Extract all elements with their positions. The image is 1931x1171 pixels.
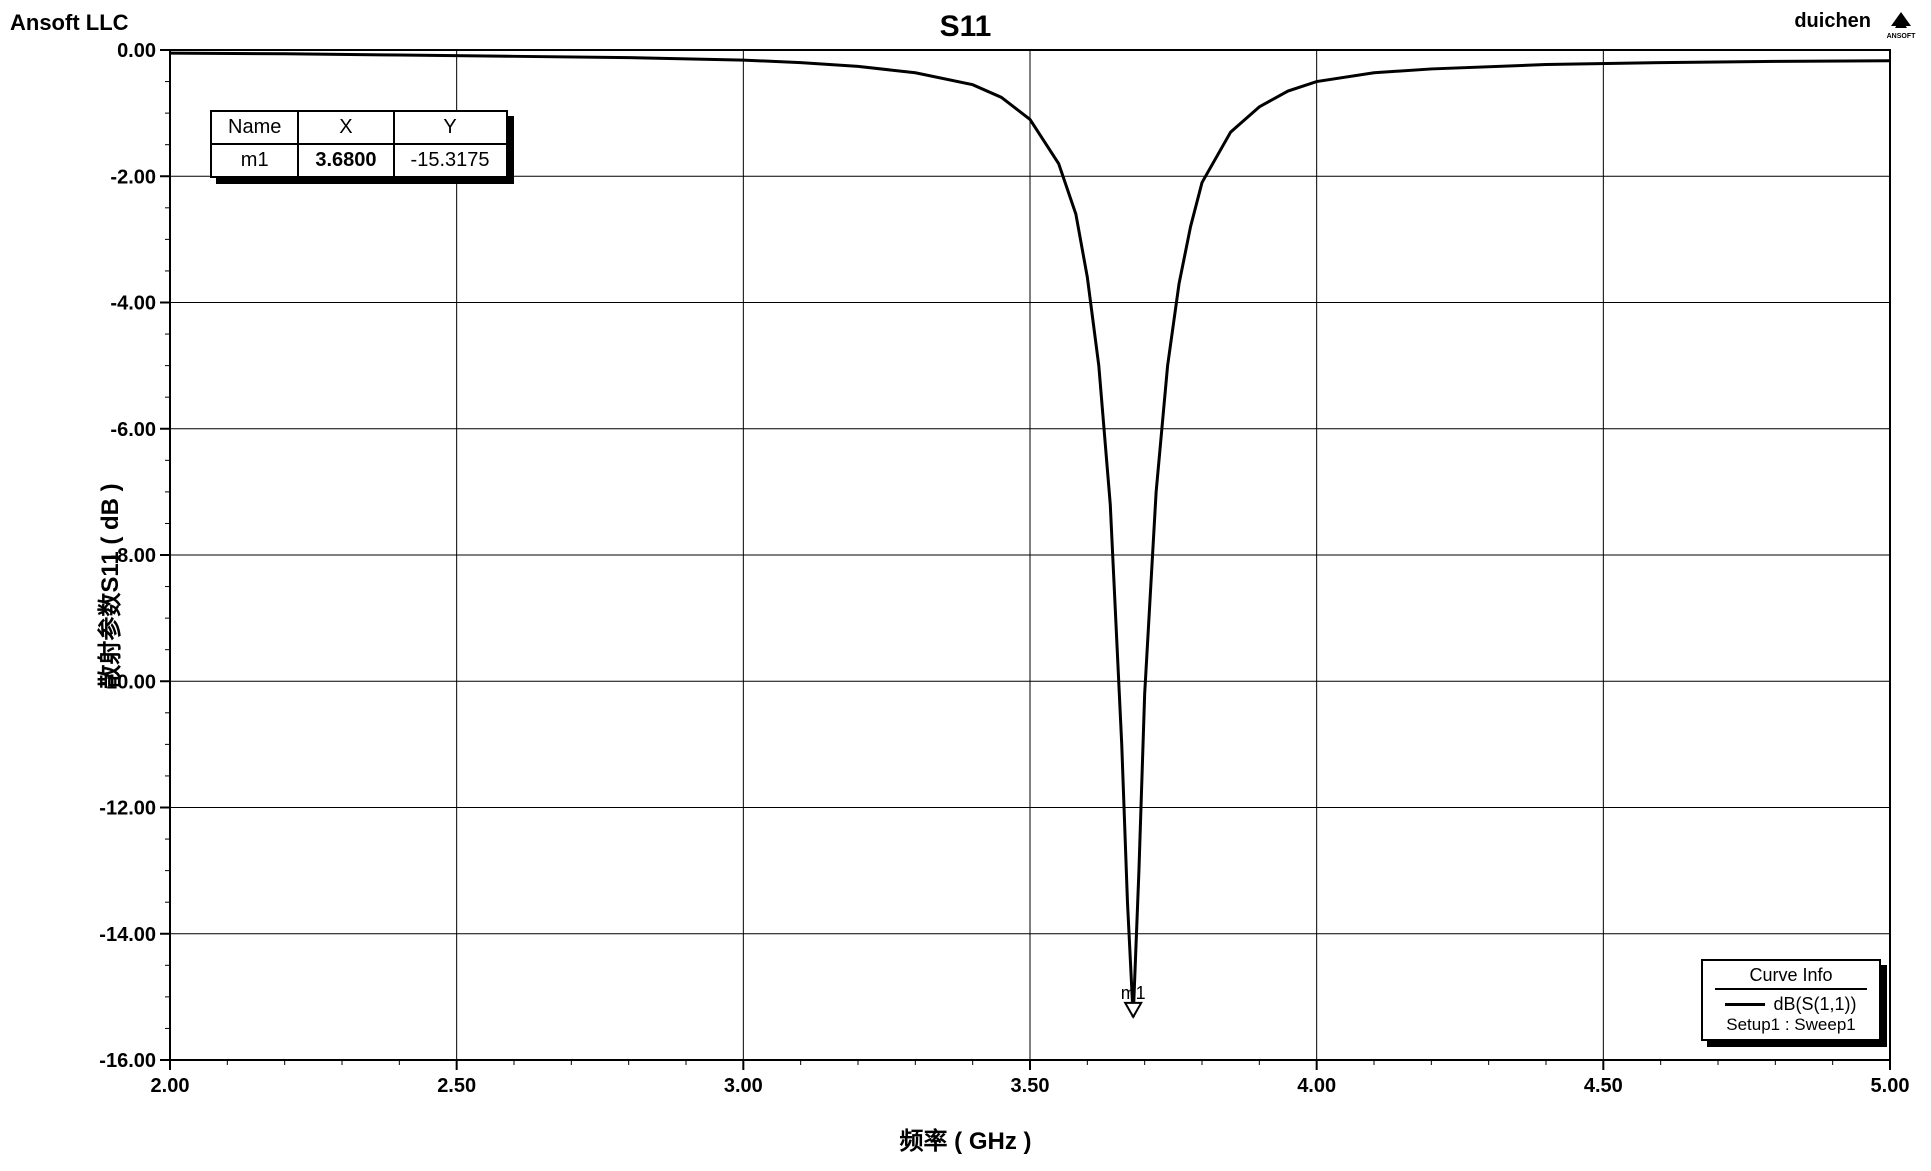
cell-x: 3.6800 [298, 144, 393, 177]
cell-name: m1 [211, 144, 298, 177]
y-tick-label: 0.00 [117, 40, 156, 62]
vendor-label: Ansoft LLC [10, 10, 129, 36]
legend-setup-label: Setup1 : Sweep1 [1715, 1015, 1867, 1035]
x-tick-label: 3.00 [724, 1075, 763, 1097]
table-header-row: Name X Y [211, 111, 507, 144]
legend-curve-label: dB(S(1,1)) [1773, 994, 1856, 1015]
y-tick-label: -12.00 [99, 798, 156, 820]
marker-label: m1 [1121, 983, 1146, 1003]
x-tick-label: 4.50 [1584, 1075, 1623, 1097]
plot-area: 2.00 2.50 3.00 3.50 4.00 4.50 5.00 0.00 -2.00 -4.… [40, 40, 1910, 1110]
x-tick-label: 2.00 [151, 1075, 190, 1097]
x-tick-label: 3.50 [1011, 1075, 1050, 1097]
chart-title: S11 [940, 10, 992, 44]
x-tick-label: 2.50 [437, 1075, 476, 1097]
table-row: m1 3.6800 -15.3175 [211, 144, 507, 177]
y-tick-label: -16.00 [99, 1050, 156, 1072]
legend-box: Curve Info dB(S(1,1)) Setup1 : Sweep1 [1701, 959, 1881, 1041]
col-name: Name [211, 111, 298, 144]
y-tick-label: -14.00 [99, 924, 156, 946]
y-tick-label: -2.00 [110, 166, 156, 188]
legend-title: Curve Info [1715, 965, 1867, 990]
x-tick-label: 5.00 [1871, 1075, 1910, 1097]
ansoft-logo-icon: ANSOFT [1881, 10, 1921, 40]
x-tick-label: 4.00 [1297, 1075, 1336, 1097]
cell-y: -15.3175 [394, 144, 507, 177]
col-x: X [298, 111, 393, 144]
marker-table: Name X Y m1 3.6800 -15.3175 [210, 110, 508, 178]
y-axis-label: 散射参数S11 ( dB ) [90, 483, 125, 688]
legend-entry: dB(S(1,1)) [1715, 994, 1867, 1015]
x-axis-label: 频率 ( GHz ) [900, 1121, 1032, 1156]
legend-line-sample-icon [1725, 1003, 1765, 1006]
svg-text:ANSOFT: ANSOFT [1887, 33, 1917, 40]
project-label: duichen [1794, 10, 1871, 33]
chart-container: Ansoft LLC S11 duichen ANSOFT 2.00 2.50 3.… [10, 10, 1921, 1161]
col-y: Y [394, 111, 507, 144]
y-tick-label: -6.00 [110, 419, 156, 441]
y-tick-label: -4.00 [110, 293, 156, 315]
